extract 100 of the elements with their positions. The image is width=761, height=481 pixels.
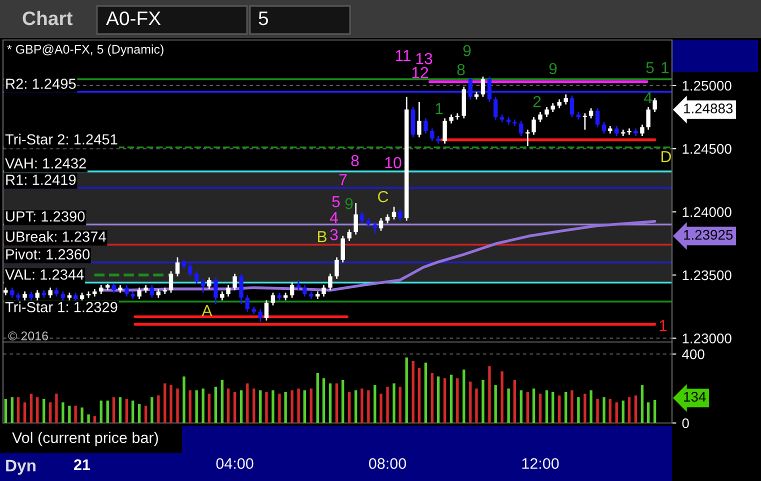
candlestick [417,101,422,138]
candlestick [296,279,301,291]
text: 5 [258,12,268,26]
bar [538,394,542,423]
bar [23,402,26,423]
bar [558,395,561,423]
candlestick [48,286,52,298]
bar [374,385,376,423]
bar [157,395,160,423]
bar [297,388,300,423]
candlestick [372,221,378,234]
ref-line-label: Tri-Star 2: 1.2451 [5,134,118,145]
bar [195,390,198,423]
annotation: 9 [345,198,353,210]
bar [265,392,268,423]
candlestick [570,94,574,118]
candlestick [200,278,206,294]
bar [596,398,599,423]
bar [342,380,344,423]
bar [602,397,606,423]
candlestick [334,256,339,280]
ref-line-label: R2: 1.2495 [6,78,76,89]
annotation: 9 [549,62,557,74]
candlestick [35,289,40,301]
candlestick [588,108,594,120]
bar [367,390,370,423]
bar [577,397,580,423]
bar [520,390,523,423]
annotation: 8 [351,154,359,166]
candlestick [614,125,619,137]
candlestick [194,270,199,285]
bar [144,406,148,423]
text: 134 [684,392,706,402]
text: A0-FX [106,11,161,26]
bar [436,376,440,423]
candlestick [519,120,524,137]
annotation: 10 [385,156,402,168]
bar [386,386,389,423]
text: Chart [22,10,73,26]
bar [615,402,618,423]
bar [450,374,453,423]
candlestick [640,124,644,137]
bar [398,386,402,423]
x-tick-label: 12:00 [522,458,559,469]
bar [68,406,71,423]
bar [380,394,382,423]
bar [424,362,428,423]
ref-line-label: Pivot: 1.2360 [6,248,90,260]
ref-line-label: VAH: 1.2432 [5,158,86,169]
bar [118,397,122,423]
bar [62,402,64,423]
candlestick [328,273,332,291]
bar [36,397,39,423]
bar [220,380,224,423]
text: Vol (current price bar) [12,432,158,446]
bar [74,406,77,423]
candlestick [392,206,396,220]
candlestick [168,270,174,294]
bar [188,390,192,423]
candlestick [239,273,244,305]
bar [640,385,644,423]
bar [335,383,338,423]
y-tick-label: 1.24500 [682,144,732,154]
bar [49,402,52,423]
bar [494,385,497,423]
annotation: 1 [660,320,667,332]
candlestick [302,284,307,298]
y-tick-label: 1.23000 [682,334,732,344]
bar [608,398,612,423]
bar [646,402,650,423]
bar [354,390,358,423]
text: 21 [74,459,90,470]
candlestick [270,292,276,306]
bar [430,373,434,423]
text: 1.24883 [684,104,733,114]
bar [653,400,656,423]
ref-line-label: UPT: 1.2390 [6,211,85,222]
y-tick-label: 1.25000 [682,80,732,91]
candlestick [602,121,606,134]
bar [526,392,529,423]
bar [100,400,102,423]
bar [443,378,446,423]
candlestick [564,94,568,106]
bar [500,371,504,423]
bar [456,378,459,423]
annotation: 5 [332,196,340,208]
bar [233,392,236,423]
bar [392,383,396,423]
bar [628,397,631,423]
ref-line-label: Tri-Star 1: 1.2329 [5,302,118,312]
annotation: 1 [436,103,443,114]
y-tick-label: 1.23500 [682,270,732,280]
annotation: 3 [330,228,338,240]
bar [106,400,109,423]
bar [513,380,516,423]
bar [507,388,510,423]
candlestick [347,228,352,242]
y-tick-label: 0 [682,418,689,428]
candlestick [150,284,154,298]
annotation: D [662,151,672,162]
